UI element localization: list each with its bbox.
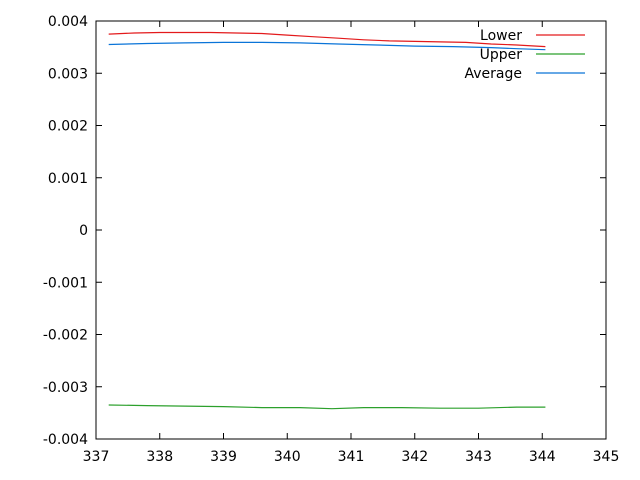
x-tick-label: 341 xyxy=(338,449,365,465)
x-tick-label: 342 xyxy=(401,449,428,465)
series-line-average xyxy=(108,41,546,51)
y-tick-label: -0.004 xyxy=(43,432,88,448)
axis-ticks: 337 338 339 340 341 342 343 344 345 0.004 0.003 0.0… xyxy=(43,14,620,465)
x-tick-label: 343 xyxy=(465,449,492,465)
y-tick-label: -0.001 xyxy=(43,275,88,291)
series-line-lower xyxy=(108,31,546,48)
x-tick-label: 339 xyxy=(210,449,237,465)
y-tick-label: -0.002 xyxy=(43,328,88,344)
y-tick-label: 0.003 xyxy=(48,66,88,82)
legend: Lower Upper Average xyxy=(465,28,585,82)
y-tick-label: -0.003 xyxy=(43,380,88,396)
series-line-upper xyxy=(108,404,546,410)
legend-label-upper: Upper xyxy=(480,47,523,63)
plot-frame xyxy=(95,20,607,440)
legend-label-lower: Lower xyxy=(480,28,522,44)
x-tick-label: 338 xyxy=(146,449,173,465)
y-tick-label: 0.002 xyxy=(48,119,88,135)
x-tick-label: 340 xyxy=(274,449,301,465)
x-tick-label: 337 xyxy=(83,449,110,465)
y-tick-label: 0.001 xyxy=(48,171,88,187)
series-lines xyxy=(108,31,546,410)
y-tick-label: 0.004 xyxy=(48,14,88,30)
x-tick-label: 344 xyxy=(529,449,556,465)
x-tick-label: 345 xyxy=(593,449,620,465)
y-tick-label: 0 xyxy=(79,223,88,239)
legend-label-average: Average xyxy=(465,66,523,82)
